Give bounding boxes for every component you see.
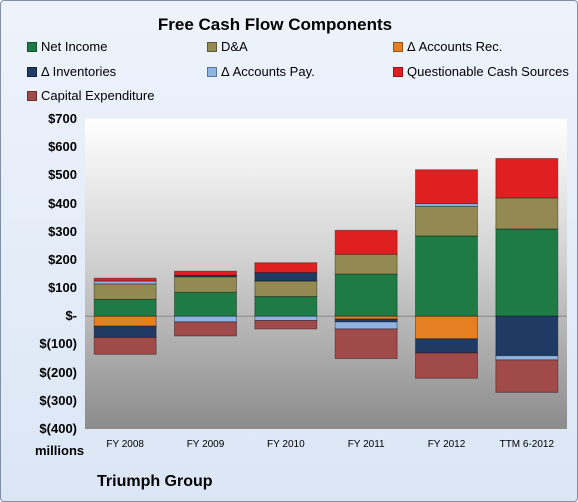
bar-segment (334, 273, 398, 317)
x-tick-label: FY 2008 (106, 439, 144, 450)
bar-segment (254, 296, 318, 317)
bar-segment (495, 157, 559, 199)
legend-item-accounts-rec: Δ Accounts Rec. (393, 39, 502, 54)
legend-label-accounts-rec: Δ Accounts Rec. (407, 39, 503, 54)
legend-swatch-accounts-rec (393, 41, 403, 52)
y-tick-label: $400 (48, 195, 77, 211)
bar-segment (495, 228, 559, 317)
bar-segment (415, 315, 478, 340)
legend-label-da: D&A (221, 39, 248, 54)
bar-segment (174, 270, 237, 276)
y-tick-label: $(300) (39, 392, 77, 408)
plot-area (85, 119, 567, 429)
bar-segment (415, 235, 478, 317)
x-tick-label: TTM 6-2012 (499, 439, 555, 450)
legend-item-accounts-pay: Δ Accounts Pay. (207, 64, 315, 79)
bar-segment (174, 291, 237, 317)
x-tick-label: FY 2010 (267, 439, 305, 450)
legend-item-da: D&A (207, 39, 248, 54)
bar-segment (334, 229, 398, 255)
legend-swatch-net-income (27, 41, 37, 52)
bar-segment (254, 320, 318, 330)
y-tick-label: $600 (48, 139, 77, 155)
bar-segment (495, 359, 559, 393)
bar-segment (334, 328, 398, 360)
y-tick-label: $200 (48, 251, 77, 267)
x-tick-label: FY 2012 (427, 439, 466, 450)
legend-swatch-inventories (27, 66, 37, 77)
y-tick-label: $(400) (39, 421, 77, 436)
legend-swatch-questionable-cash (393, 66, 403, 77)
legend-item-capex: Capital Expenditure (27, 88, 154, 103)
legend-item-questionable-cash: Questionable Cash Sources (393, 64, 569, 79)
bar-segment (93, 283, 157, 300)
bar-segment (93, 298, 157, 317)
legend-item-inventories: Δ Inventories (27, 64, 116, 79)
legend-label-net-income: Net Income (41, 39, 108, 54)
units-label: millions (35, 443, 85, 458)
bar-segment (174, 321, 237, 337)
bar-segment (254, 262, 318, 274)
bar-segment (93, 277, 157, 282)
bar-segment (495, 197, 559, 230)
bar-segment (495, 355, 559, 361)
legend-item-net-income: Net Income (27, 39, 107, 54)
bar-segment (415, 205, 478, 237)
legend-label-capex: Capital Expenditure (41, 88, 155, 103)
legend-label-accounts-pay: Δ Accounts Pay. (221, 64, 315, 79)
bar-segment (254, 280, 318, 298)
legend-label-inventories: Δ Inventories (41, 64, 117, 79)
bar-segment (415, 352, 478, 379)
x-tick-label: FY 2011 (347, 439, 385, 450)
bar-segment (334, 253, 398, 275)
y-tick-label: $(100) (39, 336, 77, 352)
bar-segment (93, 336, 157, 355)
bar-segment (254, 272, 318, 282)
bar-segment (174, 276, 237, 293)
y-tick-label: $(200) (39, 364, 77, 380)
bar-segment (93, 325, 157, 338)
bar-segment (254, 315, 318, 322)
y-tick-label: $500 (48, 167, 77, 183)
bar-segment (415, 338, 478, 354)
legend-label-questionable-cash: Questionable Cash Sources (407, 64, 569, 79)
x-tick-label: FY 2009 (186, 439, 225, 450)
legend-swatch-da (207, 41, 217, 52)
chart-title: Free Cash Flow Components (157, 15, 393, 34)
bar-segment (174, 315, 237, 323)
bar-segment (495, 315, 559, 357)
legend-swatch-accounts-pay (207, 66, 217, 77)
y-tick-label: $100 (48, 280, 77, 296)
legend-swatch-capex (27, 90, 37, 101)
y-tick-label: $300 (48, 223, 77, 239)
bar-segment (334, 321, 398, 330)
y-tick-label: $- (65, 308, 77, 324)
bar-segment (415, 169, 478, 205)
y-tick-label: $700 (48, 111, 77, 126)
company-name: Triumph Group (97, 473, 213, 490)
bar-segment (93, 315, 157, 327)
